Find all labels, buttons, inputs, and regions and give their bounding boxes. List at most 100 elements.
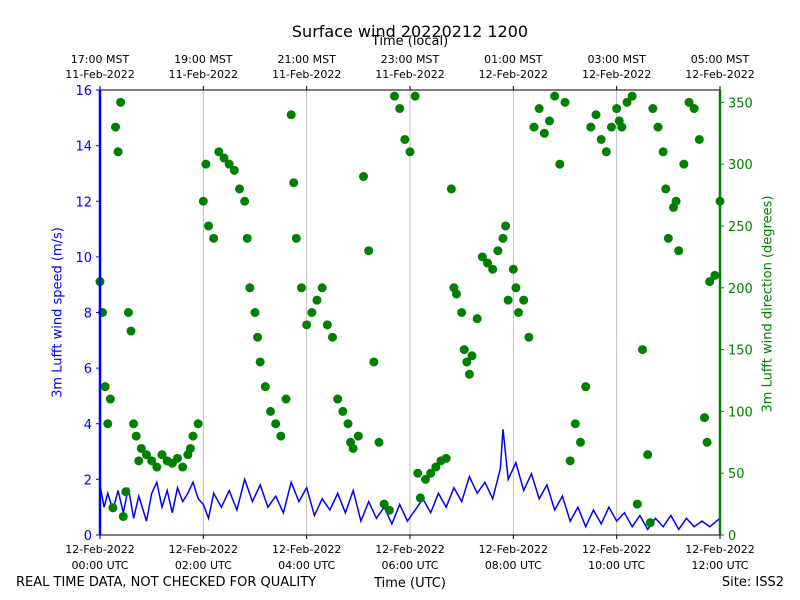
direction-point: [390, 91, 399, 101]
direction-point: [302, 320, 312, 330]
direction-point: [250, 308, 260, 317]
direction-point: [694, 134, 704, 144]
left-y-axis-label: 3m Lufft wind speed (m/s): [50, 227, 66, 398]
direction-point: [224, 159, 234, 169]
direction-tick-label: 100: [728, 405, 753, 420]
top-tick-label-time: 23:00 MST: [381, 53, 440, 66]
top-tick-label-time: 21:00 MST: [277, 53, 336, 66]
direction-point: [710, 270, 720, 280]
top-tick-label-date: 11-Feb-2022: [375, 68, 444, 81]
direction-point: [591, 110, 601, 120]
direction-point: [240, 196, 250, 206]
direction-point: [108, 503, 118, 513]
direction-point: [369, 357, 379, 367]
direction-point: [147, 456, 157, 466]
direction-point: [188, 431, 198, 441]
direction-point: [674, 246, 684, 256]
direction-point: [322, 320, 332, 330]
x-tick-label-time: 00:00 UTC: [71, 559, 128, 572]
tick-labels: 0 2 4 6 8 10 12 14 16 0 50 100 150 200 250 300 350 12-Feb…: [65, 53, 754, 572]
x-tick-label-time: 12:00 UTC: [691, 559, 748, 572]
direction-point: [498, 233, 508, 243]
direction-point: [253, 332, 263, 342]
direction-point: [545, 116, 554, 126]
speed-tick-label: 12: [75, 195, 92, 210]
speed-tick-label: 6: [84, 362, 92, 377]
direction-point: [555, 159, 565, 169]
direction-point: [415, 493, 425, 503]
direction-point: [684, 97, 694, 107]
top-tick-label-date: 11-Feb-2022: [272, 68, 341, 81]
direction-point: [113, 147, 123, 157]
direction-point: [286, 110, 296, 120]
direction-point: [441, 453, 451, 463]
direction-point: [266, 406, 275, 416]
direction-point: [276, 431, 286, 441]
speed-tick-label: 8: [84, 307, 92, 322]
direction-point: [333, 394, 343, 404]
x-tick-label-date: 12-Feb-2022: [582, 543, 651, 556]
direction-point: [291, 233, 301, 243]
direction-point: [201, 159, 211, 169]
direction-point: [638, 345, 647, 355]
direction-point: [529, 122, 539, 132]
direction-point: [565, 456, 575, 466]
top-tick-label-date: 12-Feb-2022: [479, 68, 548, 81]
direction-point: [229, 165, 239, 175]
direction-point: [508, 264, 518, 274]
direction-point: [519, 295, 529, 305]
direction-point: [653, 122, 663, 132]
direction-series: [95, 91, 725, 528]
direction-point: [281, 394, 291, 404]
direction-point: [193, 419, 203, 429]
top-tick-label-time: 03:00 MST: [587, 53, 646, 66]
direction-point: [185, 443, 195, 453]
direction-point: [462, 357, 472, 367]
direction-point: [514, 308, 523, 317]
direction-point: [134, 456, 144, 466]
direction-point: [214, 147, 224, 157]
site-label: Site: ISS2: [721, 575, 784, 590]
speed-tick-label: 2: [84, 473, 92, 488]
direction-point: [198, 196, 208, 206]
direction-point: [472, 314, 482, 324]
direction-point: [501, 221, 511, 231]
top-tick-label-date: 12-Feb-2022: [685, 68, 754, 81]
direction-tick-label: 0: [728, 529, 736, 544]
direction-point: [645, 518, 655, 528]
direction-point: [663, 233, 673, 243]
direction-point: [576, 437, 585, 447]
direction-tick-label: 300: [728, 158, 753, 173]
direction-point: [173, 453, 182, 463]
top-tick-label-date: 11-Feb-2022: [65, 68, 134, 81]
direction-point: [671, 196, 681, 206]
direction-point: [421, 474, 430, 484]
direction-point: [464, 369, 474, 379]
direction-point: [586, 122, 596, 132]
speed-tick-label: 14: [75, 140, 92, 155]
x-tick-label-time: 02:00 UTC: [175, 559, 232, 572]
direction-point: [705, 277, 715, 287]
direction-point: [307, 308, 317, 317]
direction-point: [118, 511, 128, 521]
x-tick-label-time: 04:00 UTC: [278, 559, 335, 572]
direction-point: [121, 487, 131, 497]
direction-point: [289, 178, 299, 188]
direction-tick-label: 250: [728, 220, 753, 235]
direction-point: [477, 252, 487, 262]
x-tick-label-time: 08:00 UTC: [485, 559, 542, 572]
direction-point: [457, 308, 467, 317]
direction-point: [632, 499, 642, 509]
direction-point: [111, 122, 120, 132]
x-tick-label-date: 12-Feb-2022: [685, 543, 754, 556]
direction-point: [702, 437, 712, 447]
direction-point: [178, 462, 188, 472]
direction-point: [157, 450, 167, 460]
direction-point: [235, 184, 244, 194]
direction-point: [384, 505, 394, 515]
x-tick-label-date: 12-Feb-2022: [375, 543, 444, 556]
direction-point: [410, 91, 420, 101]
direction-point: [658, 147, 668, 157]
top-tick-label-time: 17:00 MST: [71, 53, 130, 66]
top-tick-label-time: 05:00 MST: [691, 53, 750, 66]
